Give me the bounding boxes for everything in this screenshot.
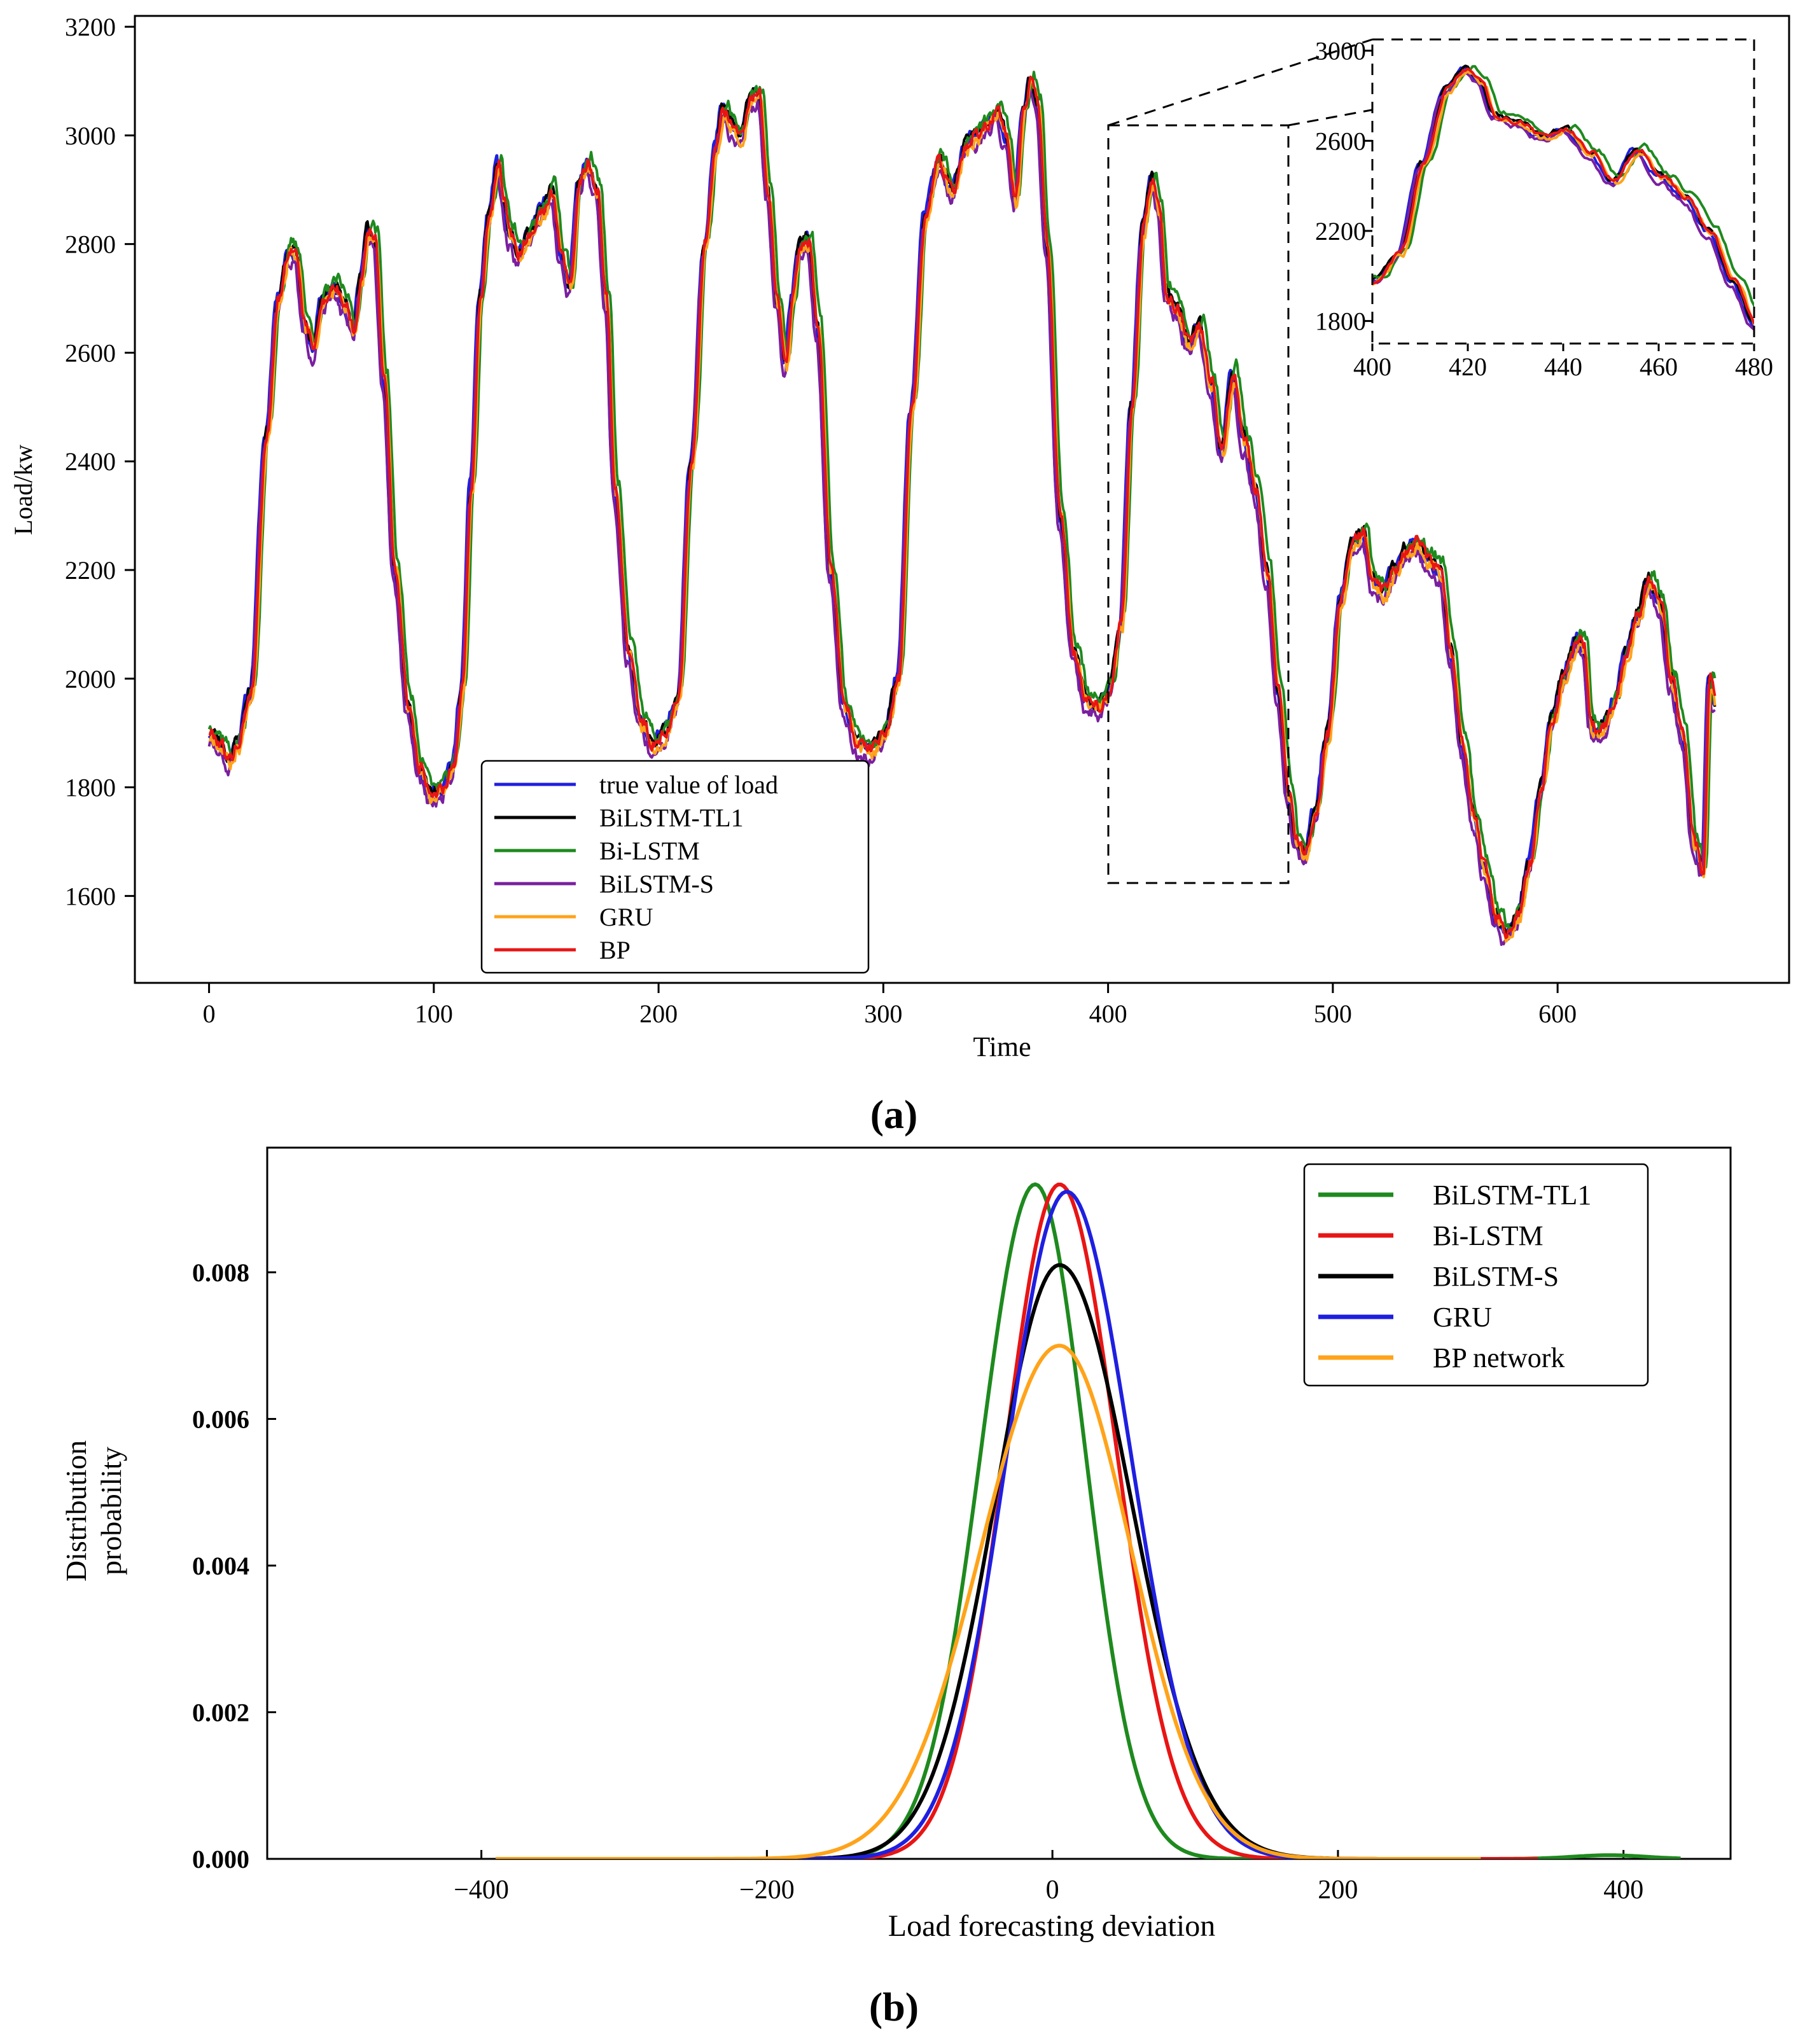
chart-a-inset-y-tick-label: 3000 (1315, 37, 1366, 66)
chart-a-x-tick-label: 300 (864, 999, 902, 1028)
chart-a-legend: true value of load BiLSTM-TL1 Bi-LSTM BiLST… (480, 760, 870, 974)
chart-a-inset-series (1372, 64, 1754, 331)
chart-b-legend-label-bilstm-s: BiLSTM-S (1433, 1261, 1559, 1292)
chart-b-x-tick-label: −200 (739, 1875, 795, 1905)
chart-a-inset-series-line-bp (1372, 67, 1754, 324)
chart-b-series-curve-bp-network (496, 1344, 1481, 1859)
chart-b-legend-box (1303, 1163, 1649, 1387)
chart-a-inset-background (1372, 39, 1754, 344)
chart-a-y-tick-label: 1800 (65, 774, 116, 802)
chart-a-y-tick-label: 2400 (65, 447, 116, 476)
chart-b-y-tick-label: 0.000 (192, 1845, 249, 1874)
chart-a-series-line-bp (208, 75, 1717, 940)
chart-a-x-tick-label: 100 (415, 999, 453, 1028)
chart-b-x-tick-label: 200 (1318, 1875, 1358, 1905)
chart-b-ticks: −400 −200 0 200 400 0.000 0.002 0.004 0.006 0.008 (192, 1258, 1643, 1905)
chart-a-x-tick-label: 600 (1538, 999, 1577, 1028)
chart-a-x-tick-label: 500 (1314, 999, 1352, 1028)
chart-a-zoom-box (1107, 124, 1290, 884)
chart-a-xlabel: Time (973, 1031, 1031, 1062)
chart-b-ylabel-line-2: probability (95, 1447, 127, 1575)
chart-b-plot-frame (266, 1146, 1732, 1860)
chart-a-legend-label-gru: GRU (599, 903, 653, 931)
chart-b-y-tick-label: 0.002 (192, 1698, 249, 1727)
chart-a-inset-x-tick-label: 420 (1449, 352, 1487, 381)
chart-a-inset-y-tick-label: 2200 (1315, 217, 1366, 246)
chart-a-legend-box (480, 760, 870, 974)
chart-b-series-curve-bi-lstm (552, 1183, 1538, 1859)
chart-a-legend-label-bilstm-s: BiLSTM-S (599, 870, 714, 898)
chart-b-series (496, 1182, 1681, 1859)
chart-b-y-tick-label: 0.008 (192, 1258, 249, 1287)
chart-a-caption: (a) (870, 1092, 918, 1137)
chart-a-inset-x-tick-label: 400 (1353, 352, 1391, 381)
chart-a-load-time-series: 0 100 200 300 400 500 600 1600 1800 2000 2200 2400 2… (9, 13, 1790, 1137)
chart-a-inset-x-tick-label: 480 (1735, 352, 1773, 381)
chart-a-legend-label-bilstm-tl1: BiLSTM-TL1 (599, 803, 744, 832)
chart-b-legend-label-gru: GRU (1433, 1302, 1492, 1333)
chart-b-legend: BiLSTM-TL1 Bi-LSTM BiLSTM-S GRU BP network (1303, 1163, 1649, 1387)
chart-a-inset-x-tick-label: 460 (1640, 352, 1678, 381)
chart-a-y-tick-label: 2600 (65, 338, 116, 367)
chart-a-inset-y-tick-label: 1800 (1315, 307, 1366, 336)
chart-a-inset: 400 420 440 460 480 1800 2200 2600 3000 (1315, 37, 1773, 381)
chart-a-inset-y-tick-label: 2600 (1315, 127, 1366, 155)
chart-a-x-tick-label: 0 (203, 999, 216, 1028)
chart-b-xlabel: Load forecasting deviation (888, 1909, 1215, 1943)
chart-b-caption: (b) (869, 1984, 919, 2029)
chart-b-legend-label-bilstm-tl1: BiLSTM-TL1 (1433, 1179, 1591, 1211)
chart-a-y-tick-label: 2200 (65, 556, 116, 585)
chart-a-y-tick-label: 1600 (65, 882, 116, 910)
chart-b-deviation-distribution: −400 −200 0 200 400 0.000 0.002 0.004 0.006 0.008… (60, 1146, 1732, 2029)
chart-b-x-tick-label: 0 (1046, 1875, 1059, 1905)
chart-b-legend-label-bp-network: BP network (1433, 1342, 1565, 1373)
chart-b-x-tick-label: −400 (454, 1875, 509, 1905)
chart-a-x-tick-label: 400 (1089, 999, 1127, 1028)
chart-b-x-tick-label: 400 (1603, 1875, 1643, 1905)
chart-b-ylabel: Distribution probability (60, 1440, 127, 1582)
chart-a-legend-label-true-value-of-load: true value of load (599, 770, 778, 799)
chart-a-inset-frame (1371, 38, 1755, 345)
chart-a-inset-ticks: 400 420 440 460 480 1800 2200 2600 3000 (1315, 37, 1773, 381)
chart-a-plot-frame (134, 15, 1790, 984)
chart-a-legend-label-bi-lstm: Bi-LSTM (599, 837, 700, 865)
chart-a-legend-label-bp: BP (599, 936, 631, 964)
chart-a-x-tick-label: 200 (639, 999, 678, 1028)
chart-b-series-curve-bilstm-tl1 (510, 1182, 1681, 1859)
chart-b-ylabel-line-1: Distribution (60, 1440, 92, 1582)
chart-b-y-tick-label: 0.006 (192, 1405, 249, 1433)
chart-a-y-tick-label: 2800 (65, 230, 116, 259)
chart-a-ylabel: Load/kw (9, 445, 38, 535)
chart-a-y-tick-label: 3000 (65, 122, 116, 150)
chart-a-ticks: 0 100 200 300 400 500 600 1600 1800 2000 2200 2400 2… (65, 13, 1577, 1028)
chart-a-zoom-guide-left (1108, 38, 1373, 127)
chart-b-legend-label-bi-lstm: Bi-LSTM (1433, 1220, 1544, 1251)
chart-a-y-tick-label: 3200 (65, 13, 116, 41)
chart-a-inset-x-tick-label: 440 (1544, 352, 1582, 381)
chart-a-series (207, 71, 1717, 946)
chart-b-y-tick-label: 0.004 (192, 1552, 249, 1580)
chart-a-y-tick-label: 2000 (65, 665, 116, 693)
